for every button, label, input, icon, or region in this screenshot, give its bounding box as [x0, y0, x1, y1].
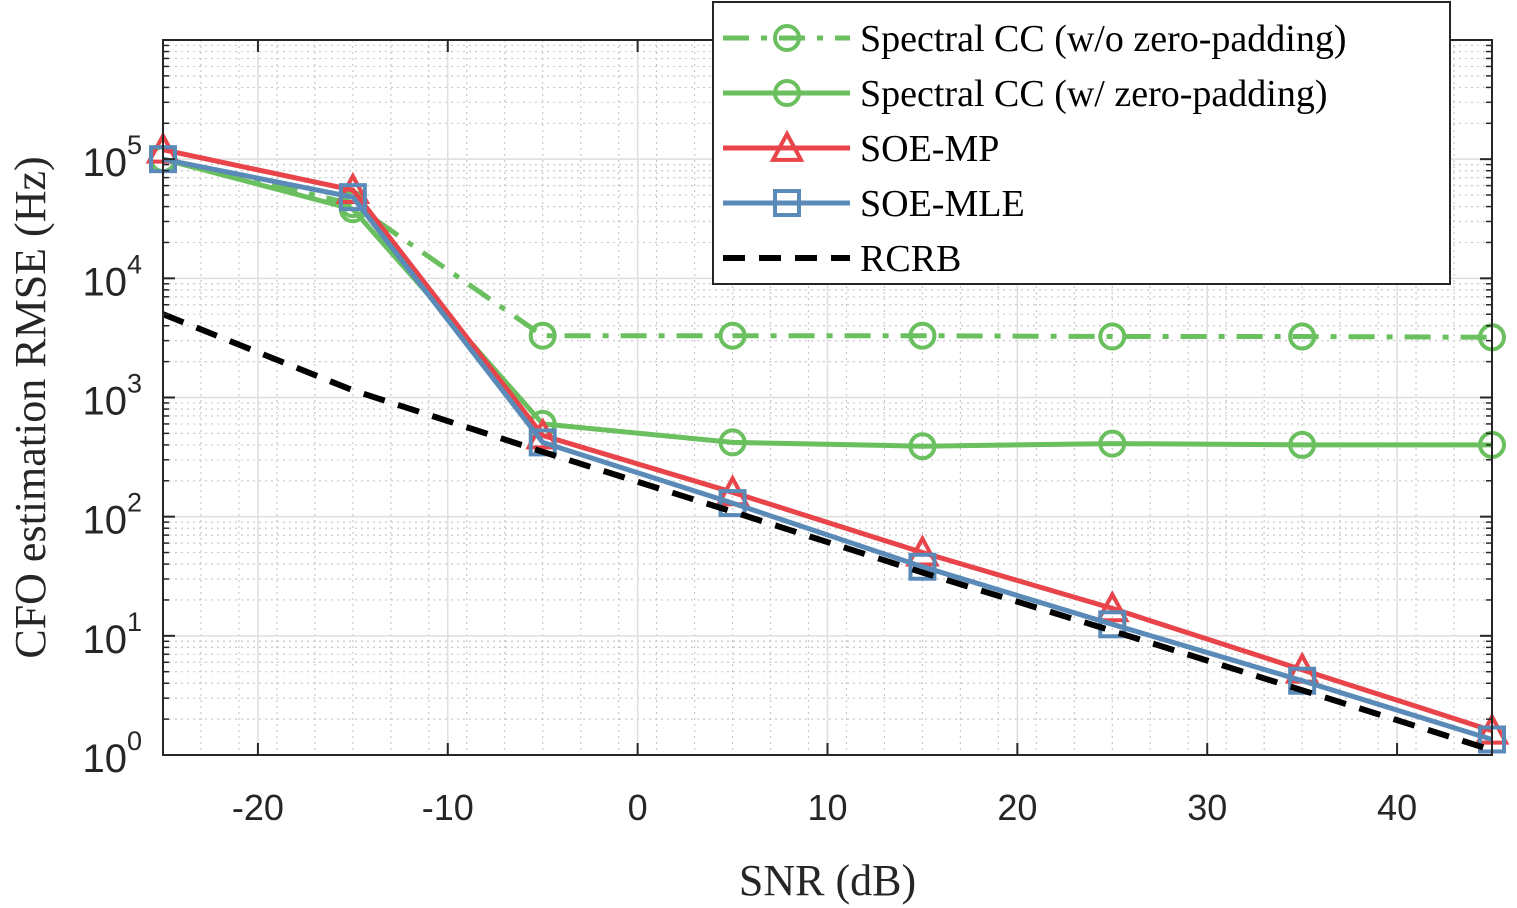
series-line — [162, 147, 1493, 734]
data-point — [718, 489, 747, 518]
plot-area — [145, 131, 1510, 754]
x-tick-label: 20 — [997, 787, 1037, 828]
legend-marker — [773, 24, 801, 52]
legend-marker — [773, 189, 801, 217]
series-line — [162, 156, 1492, 449]
legend-entry-1: Spectral CC (w/ zero-padding) — [723, 73, 1327, 115]
legend: Spectral CC (w/o zero-padding) Spectral C… — [712, 1, 1451, 285]
data-point — [908, 552, 937, 581]
y-axis-title: CFO estimation RMSE (Hz) — [6, 156, 55, 658]
data-point — [908, 432, 937, 461]
x-tick-label: 40 — [1377, 787, 1417, 828]
y-tick-label: 102 — [82, 488, 142, 543]
y-tick-label: 100 — [82, 726, 142, 781]
y-tick-label: 105 — [82, 130, 142, 185]
data-point — [1098, 429, 1127, 458]
legend-marker — [773, 79, 801, 107]
legend-label: Spectral CC (w/ zero-padding) — [860, 73, 1327, 115]
legend-entry-2: SOE-MP — [723, 128, 999, 170]
x-tick-label: -10 — [422, 787, 474, 828]
series-line — [162, 156, 1493, 742]
data-point — [718, 321, 747, 350]
legend-box — [712, 1, 1451, 285]
legend-marker — [769, 129, 805, 162]
y-tick-label: 103 — [82, 369, 142, 424]
data-point — [335, 171, 371, 205]
data-point — [718, 428, 747, 457]
series-line — [161, 311, 1493, 753]
y-tick-label: 104 — [82, 249, 142, 304]
data-point — [528, 321, 557, 350]
legend-label: Spectral CC (w/o zero-padding) — [860, 18, 1346, 60]
series-line — [162, 156, 1493, 340]
x-tick-label: -20 — [232, 787, 284, 828]
data-point — [1098, 322, 1127, 351]
legend-label: RCRB — [860, 238, 961, 280]
x-tick-label: 10 — [807, 787, 847, 828]
x-tick-label: 30 — [1187, 787, 1227, 828]
data-point — [338, 183, 367, 212]
y-tick-label: 101 — [82, 607, 142, 662]
x-axis-title: SNR (dB) — [739, 856, 916, 905]
legend-label: SOE-MP — [860, 128, 999, 170]
legend-entry-3: SOE-MLE — [723, 183, 1025, 225]
series-4 — [161, 311, 1493, 753]
legend-entry-0: Spectral CC (w/o zero-padding) — [723, 18, 1346, 60]
x-tick-label: 0 — [628, 787, 648, 828]
data-point — [1094, 590, 1130, 623]
axes: -20 -10 0 10 20 30 40 100 101 102 103 104 105 — [82, 39, 1493, 828]
legend-entry-4: RCRB — [723, 238, 961, 280]
data-point — [1288, 430, 1317, 459]
legend-label: SOE-MLE — [860, 183, 1025, 225]
data-point — [908, 321, 937, 350]
data-point — [1288, 322, 1317, 351]
